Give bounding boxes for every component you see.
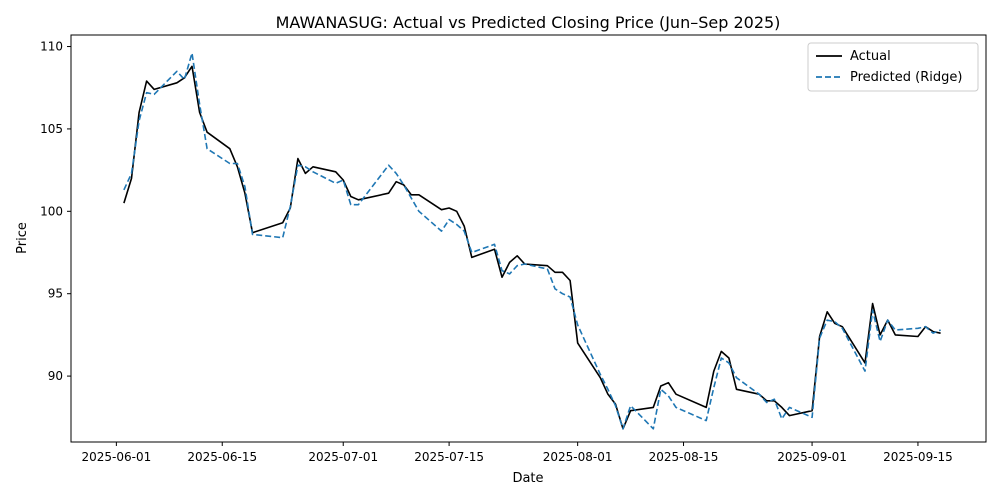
series-line-predicted: [123, 52, 941, 430]
y-axis-label: Price: [15, 222, 30, 254]
y-axis: 90 95 100 105 110: [40, 40, 71, 383]
x-tick-label: 2025-09-01: [777, 450, 847, 464]
legend-box: [807, 42, 979, 92]
plot-area: [123, 52, 941, 430]
x-axis-label: Date: [512, 471, 543, 486]
x-tick-label: 2025-07-01: [308, 450, 378, 464]
series-line-actual: [123, 65, 941, 430]
legend-label: Actual: [850, 49, 891, 64]
x-tick-label: 2025-06-15: [187, 450, 257, 464]
y-tick-label: 100: [40, 204, 63, 218]
x-tick-label: 2025-06-01: [81, 450, 151, 464]
plot-frame: [70, 34, 987, 443]
y-tick-label: 95: [48, 287, 63, 301]
y-tick-label: 105: [40, 122, 63, 136]
x-tick-label: 2025-08-01: [543, 450, 613, 464]
x-axis: 2025-06-01 2025-06-15 2025-07-01 2025-07-15…: [81, 442, 953, 464]
x-tick-label: 2025-08-15: [649, 450, 719, 464]
y-tick-label: 90: [48, 369, 63, 383]
chart-title: MAWANASUG: Actual vs Predicted Closing P…: [276, 13, 781, 32]
x-tick-label: 2025-07-15: [414, 450, 484, 464]
y-tick-label: 110: [40, 40, 63, 54]
x-tick-label: 2025-09-15: [883, 450, 953, 464]
legend: Actual Predicted (Ridge): [807, 42, 979, 92]
legend-label: Predicted (Ridge): [850, 70, 962, 85]
